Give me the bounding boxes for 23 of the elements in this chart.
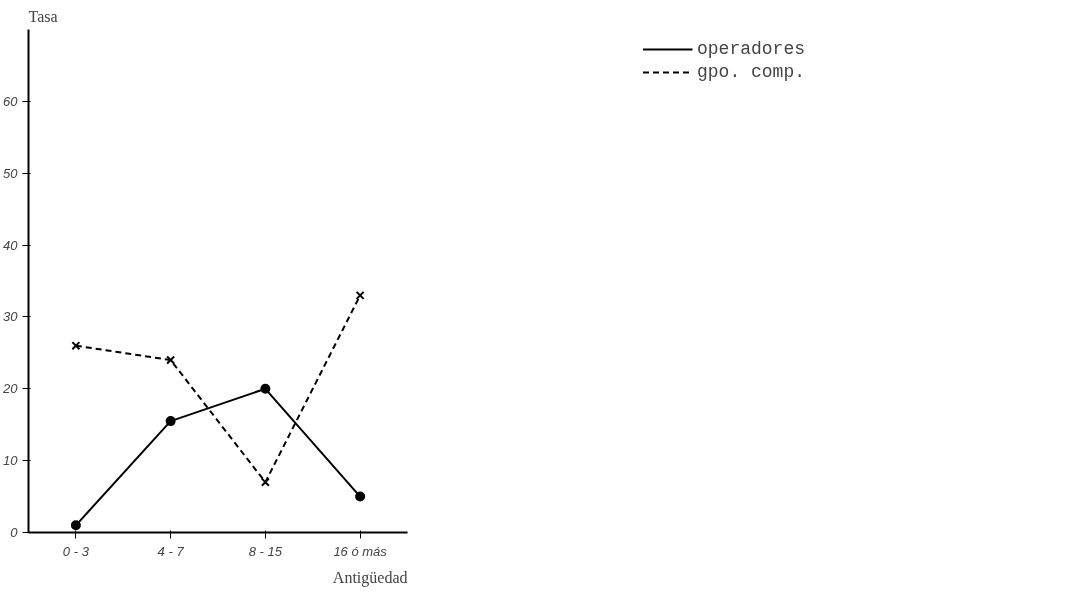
x-tick-label: 0 - 3 bbox=[62, 543, 90, 559]
point bbox=[355, 491, 366, 502]
y-tick-label: 50 bbox=[3, 165, 19, 181]
point bbox=[166, 355, 176, 365]
y-tick-label: 0 bbox=[10, 525, 19, 540]
y-tick-label: 20 bbox=[2, 381, 19, 397]
x-tick-label: 8 - 15 bbox=[248, 543, 283, 559]
x-axis-title: Antigüedad bbox=[332, 568, 408, 587]
point bbox=[260, 477, 270, 487]
x-tick-label: 4 - 7 bbox=[157, 543, 185, 559]
y-tick-label: 40 bbox=[3, 237, 19, 253]
x-tick-label: 16 ó más bbox=[333, 543, 388, 559]
y-tick-label: 30 bbox=[3, 309, 19, 325]
point bbox=[71, 341, 81, 351]
y-tick-label: 10 bbox=[3, 453, 19, 469]
legend-label: gpo. comp. bbox=[696, 62, 806, 82]
point bbox=[260, 383, 271, 394]
point bbox=[70, 520, 81, 531]
y-tick-label: 60 bbox=[3, 93, 19, 109]
point bbox=[165, 416, 176, 427]
y-axis-title: Tasa bbox=[28, 7, 58, 25]
point bbox=[355, 290, 365, 300]
legend-label: operadores bbox=[696, 39, 806, 59]
